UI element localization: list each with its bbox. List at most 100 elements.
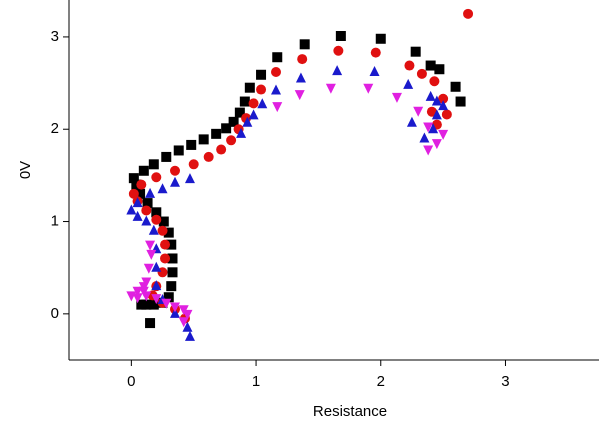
point [203, 151, 214, 162]
point [141, 215, 152, 226]
point [257, 98, 268, 109]
point [425, 60, 436, 71]
point [248, 98, 259, 109]
point [438, 93, 449, 104]
point [272, 102, 283, 113]
point [163, 292, 174, 303]
point [403, 78, 414, 89]
point [138, 282, 149, 293]
point [157, 183, 168, 194]
point [434, 64, 445, 75]
point [369, 66, 380, 76]
point [126, 204, 137, 215]
point [441, 109, 452, 120]
point [248, 109, 259, 120]
point [332, 65, 343, 76]
point [211, 128, 222, 139]
point [170, 302, 180, 313]
point [148, 299, 159, 310]
point [419, 132, 430, 143]
point [151, 280, 162, 291]
point [151, 261, 162, 272]
point [132, 293, 143, 304]
y-tick-label: 0 [51, 305, 59, 322]
point [167, 267, 178, 278]
point [416, 68, 427, 79]
point [151, 207, 162, 218]
point [244, 82, 255, 93]
point [138, 165, 149, 176]
point [167, 253, 178, 264]
point [132, 210, 143, 221]
point [256, 84, 267, 95]
point [234, 107, 245, 118]
point [142, 198, 153, 209]
point [145, 187, 156, 198]
point [295, 72, 306, 83]
point [455, 96, 466, 107]
point [182, 321, 193, 332]
point [161, 151, 172, 162]
point [151, 214, 162, 225]
point [431, 139, 442, 150]
point [136, 179, 147, 190]
point [294, 90, 305, 101]
point [163, 227, 174, 238]
point [186, 139, 197, 150]
point [429, 76, 440, 87]
point [184, 330, 195, 341]
point [228, 116, 239, 127]
point [406, 116, 417, 127]
point [158, 216, 169, 227]
point [166, 239, 177, 250]
y-axis-label: 0V [17, 161, 34, 179]
point [226, 135, 237, 146]
point [182, 309, 193, 320]
point [335, 31, 346, 41]
point [135, 188, 146, 199]
point [157, 225, 168, 236]
point [431, 109, 442, 120]
point [463, 8, 474, 19]
point [160, 253, 171, 264]
point [128, 188, 139, 199]
point [221, 123, 232, 134]
point [188, 159, 199, 170]
point [145, 318, 156, 329]
point [166, 281, 177, 292]
point [404, 60, 415, 71]
point [428, 123, 439, 134]
point [299, 39, 310, 50]
point [160, 239, 171, 250]
point [198, 134, 209, 145]
point [151, 172, 162, 183]
point [146, 249, 157, 260]
point [236, 127, 247, 138]
point [426, 106, 437, 117]
point [375, 33, 386, 44]
point [239, 96, 250, 107]
point [256, 69, 267, 80]
x-tick-label: 1 [252, 373, 260, 390]
point [363, 83, 374, 94]
point [423, 122, 434, 133]
y-tick-label: 1 [51, 213, 59, 230]
point [141, 299, 152, 310]
x-tick-label: 3 [501, 373, 509, 390]
point [143, 263, 154, 274]
point [325, 83, 336, 94]
point [132, 197, 143, 208]
point [370, 47, 381, 58]
point [178, 317, 189, 328]
point [141, 205, 152, 216]
point [271, 84, 282, 95]
point [170, 176, 180, 187]
x-tick-label: 0 [127, 373, 135, 390]
point [242, 116, 253, 127]
point [423, 145, 434, 156]
point [391, 92, 402, 103]
point [170, 307, 180, 318]
point [132, 286, 143, 297]
point [410, 46, 421, 57]
point [450, 81, 461, 92]
